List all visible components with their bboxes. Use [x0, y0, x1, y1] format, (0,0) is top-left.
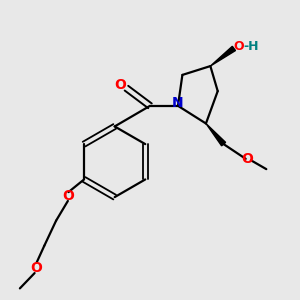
Text: O: O — [62, 189, 74, 202]
Text: O: O — [233, 40, 244, 52]
Text: N: N — [172, 97, 184, 110]
Text: O: O — [114, 78, 126, 92]
Polygon shape — [206, 124, 226, 146]
Text: O: O — [241, 152, 253, 166]
Text: O: O — [30, 261, 42, 275]
Polygon shape — [210, 46, 236, 66]
Text: -H: -H — [243, 40, 259, 52]
